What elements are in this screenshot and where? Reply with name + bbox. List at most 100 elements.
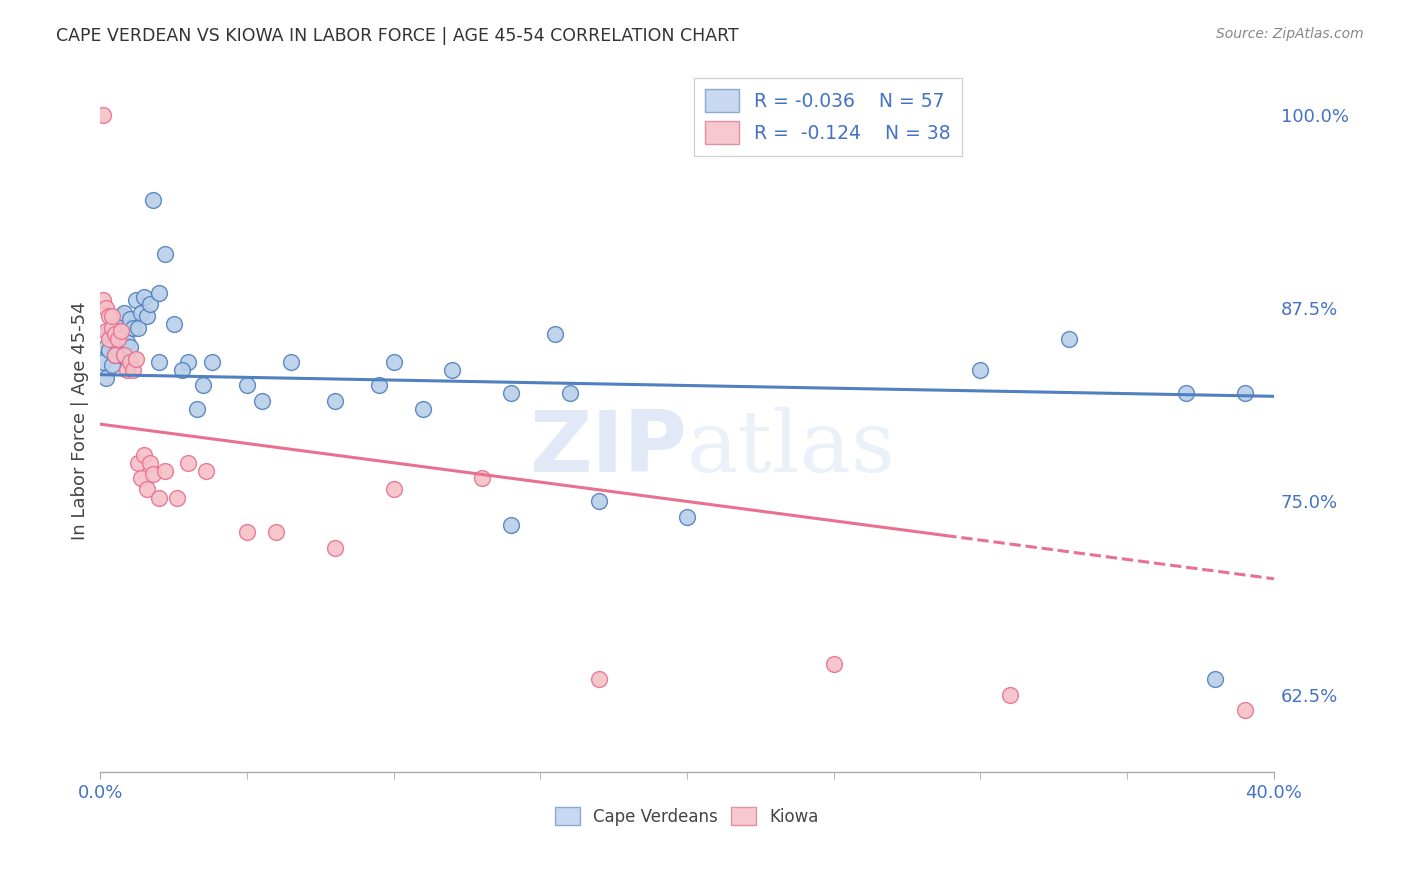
Point [1057,332,1080,346]
Point [177,456,200,470]
Point [882,108,904,122]
Point [501,386,523,401]
Point [266,525,288,540]
Point [236,378,259,392]
Point [134,448,156,462]
Point [131,306,153,320]
Point [1233,703,1256,717]
Y-axis label: In Labor Force | Age 45-54: In Labor Force | Age 45-54 [72,301,89,540]
Point [127,321,149,335]
Point [676,510,699,524]
Point [96,324,118,338]
Point [96,301,118,315]
Point [124,293,146,308]
Point [153,464,176,478]
Point [382,355,405,369]
Point [588,494,610,508]
Point [163,317,186,331]
Point [142,467,165,481]
Point [323,394,346,409]
Point [544,327,567,342]
Text: CAPE VERDEAN VS KIOWA IN LABOR FORCE | AGE 45-54 CORRELATION CHART: CAPE VERDEAN VS KIOWA IN LABOR FORCE | A… [56,27,740,45]
Point [136,482,159,496]
Point [110,309,132,323]
Point [250,394,273,409]
Point [91,355,114,369]
Point [101,309,124,323]
Point [382,482,405,496]
Point [110,324,132,338]
Point [136,309,159,323]
Point [148,491,170,506]
Point [121,363,143,377]
Point [501,517,523,532]
Point [471,471,494,485]
Point [115,363,138,377]
Point [104,348,127,362]
Point [186,401,208,416]
Point [107,332,129,346]
Point [112,306,135,320]
Point [139,296,162,310]
Point [118,312,141,326]
Point [118,355,141,369]
Point [96,371,118,385]
Point [1233,386,1256,401]
Point [148,285,170,300]
Point [98,343,121,357]
Point [98,332,121,346]
Point [969,363,991,377]
Legend: Cape Verdeans, Kiowa: Cape Verdeans, Kiowa [547,798,828,834]
Point [166,491,188,506]
Point [98,324,121,338]
Text: ZIP: ZIP [530,407,688,490]
Point [998,688,1021,702]
Point [236,525,259,540]
Point [101,327,124,342]
Point [201,355,224,369]
Text: atlas: atlas [688,407,896,490]
Point [153,247,176,261]
Point [323,541,346,555]
Point [110,334,132,348]
Point [134,290,156,304]
Point [280,355,302,369]
Point [793,108,815,122]
Point [558,386,581,401]
Point [98,309,121,323]
Point [115,335,138,350]
Point [96,340,118,354]
Point [172,363,194,377]
Point [1174,386,1197,401]
Point [91,108,114,122]
Point [588,673,610,687]
Point [139,456,162,470]
Point [112,348,135,362]
Point [91,293,114,308]
Point [101,321,124,335]
Point [368,378,391,392]
Point [191,378,214,392]
Point [121,321,143,335]
Point [142,193,165,207]
Point [118,340,141,354]
Point [107,343,129,357]
Point [107,332,129,346]
Point [148,355,170,369]
Point [124,352,146,367]
Point [104,327,127,342]
Point [194,464,217,478]
Point [441,363,464,377]
Point [1204,673,1226,687]
Point [115,351,138,365]
Point [177,355,200,369]
Point [104,348,127,362]
Point [131,471,153,485]
Point [127,456,149,470]
Point [412,401,434,416]
Point [101,359,124,373]
Point [112,343,135,357]
Point [104,321,127,335]
Point [823,657,845,671]
Text: Source: ZipAtlas.com: Source: ZipAtlas.com [1216,27,1364,41]
